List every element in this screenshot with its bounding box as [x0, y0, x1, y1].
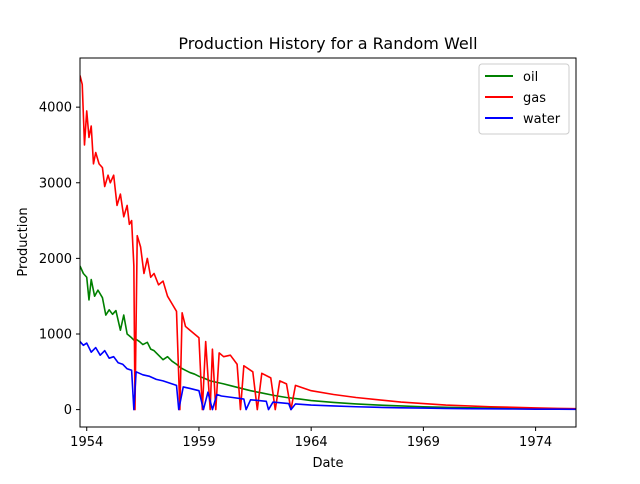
x-tick-label: 1964 [295, 435, 328, 450]
series-line-gas [80, 75, 576, 411]
y-tick-label: 0 [64, 403, 72, 418]
y-axis-label: Production [16, 207, 31, 276]
x-tick-label: 1959 [182, 435, 215, 450]
legend-label-gas: gas [523, 91, 546, 106]
series-layer [80, 75, 576, 411]
y-tick-label: 3000 [39, 176, 72, 191]
legend-label-oil: oil [523, 70, 538, 85]
series-line-water [80, 341, 576, 411]
y-tick-label: 4000 [39, 101, 72, 116]
x-tick-label: 1954 [70, 435, 103, 450]
legend-box [478, 63, 570, 135]
chart-title: Production History for a Random Well [178, 34, 477, 53]
y-axis: 0 1000 2000 3000 4000 [39, 101, 80, 418]
y-tick-label: 1000 [39, 327, 72, 342]
plot-area [80, 75, 576, 411]
plot-frame [79, 57, 577, 428]
x-tick-label: 1974 [519, 435, 552, 450]
x-axis-label: Date [312, 456, 343, 471]
x-tick-label: 1969 [407, 435, 440, 450]
legend-label-water: water [523, 112, 561, 127]
legend: oil gas water [478, 63, 570, 135]
x-axis: 1954 1959 1964 1969 1974 [70, 427, 552, 450]
y-tick-label: 2000 [39, 252, 72, 267]
